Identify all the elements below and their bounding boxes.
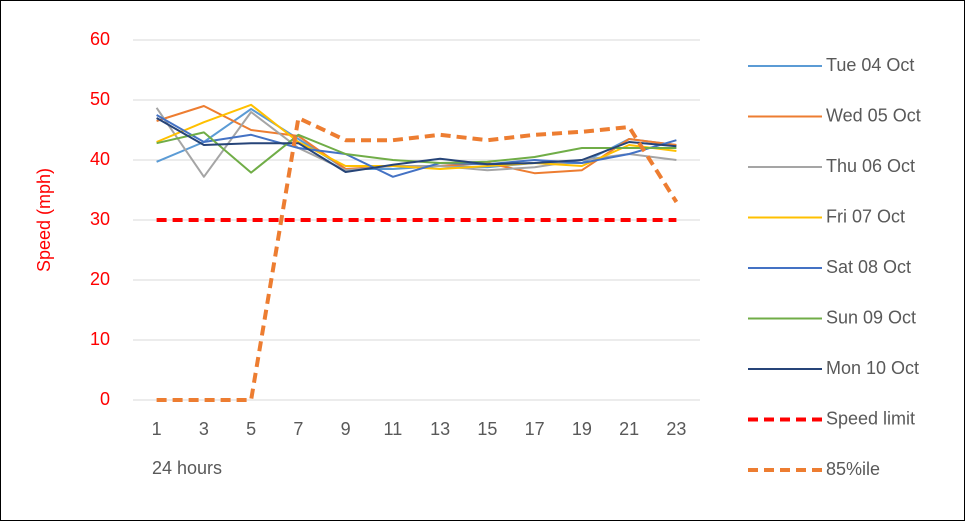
legend-label: Speed limit: [826, 408, 915, 428]
x-tick-label: 23: [666, 419, 686, 439]
x-tick-label: 1: [152, 419, 162, 439]
legend-label: Wed 05 Oct: [826, 105, 921, 125]
legend-label: Tue 04 Oct: [826, 55, 914, 75]
legend-label: Fri 07 Oct: [826, 206, 905, 226]
legend-label: Sat 08 Oct: [826, 257, 911, 277]
x-tick-label: 5: [246, 419, 256, 439]
y-tick-label: 10: [90, 329, 110, 349]
x-tick-label: 19: [572, 419, 592, 439]
x-tick-label: 9: [341, 419, 351, 439]
y-tick-label: 40: [90, 149, 110, 169]
x-axis-label: 24 hours: [152, 458, 222, 478]
x-tick-label: 21: [619, 419, 639, 439]
x-tick-label: 11: [384, 419, 403, 439]
x-tick-label: 15: [477, 419, 497, 439]
y-tick-label: 20: [90, 269, 110, 289]
y-tick-label: 60: [90, 29, 110, 49]
series-line: [156, 116, 679, 402]
x-tick-label: 3: [199, 419, 209, 439]
y-tick-label: 50: [90, 89, 110, 109]
legend-label: 85%ile: [826, 459, 880, 479]
y-axis-label: Speed (mph): [34, 168, 54, 272]
series-line: [156, 114, 677, 178]
x-tick-label: 13: [430, 419, 450, 439]
x-tick-label: 7: [293, 419, 303, 439]
x-tick-label: 17: [525, 419, 545, 439]
legend-label: Mon 10 Oct: [826, 358, 919, 378]
y-tick-label: 0: [100, 389, 110, 409]
series-line: [156, 117, 677, 173]
legend-label: Thu 06 Oct: [826, 156, 915, 176]
y-tick-label: 30: [90, 209, 110, 229]
series-line: [155, 107, 677, 178]
legend-label: Sun 09 Oct: [826, 307, 916, 327]
